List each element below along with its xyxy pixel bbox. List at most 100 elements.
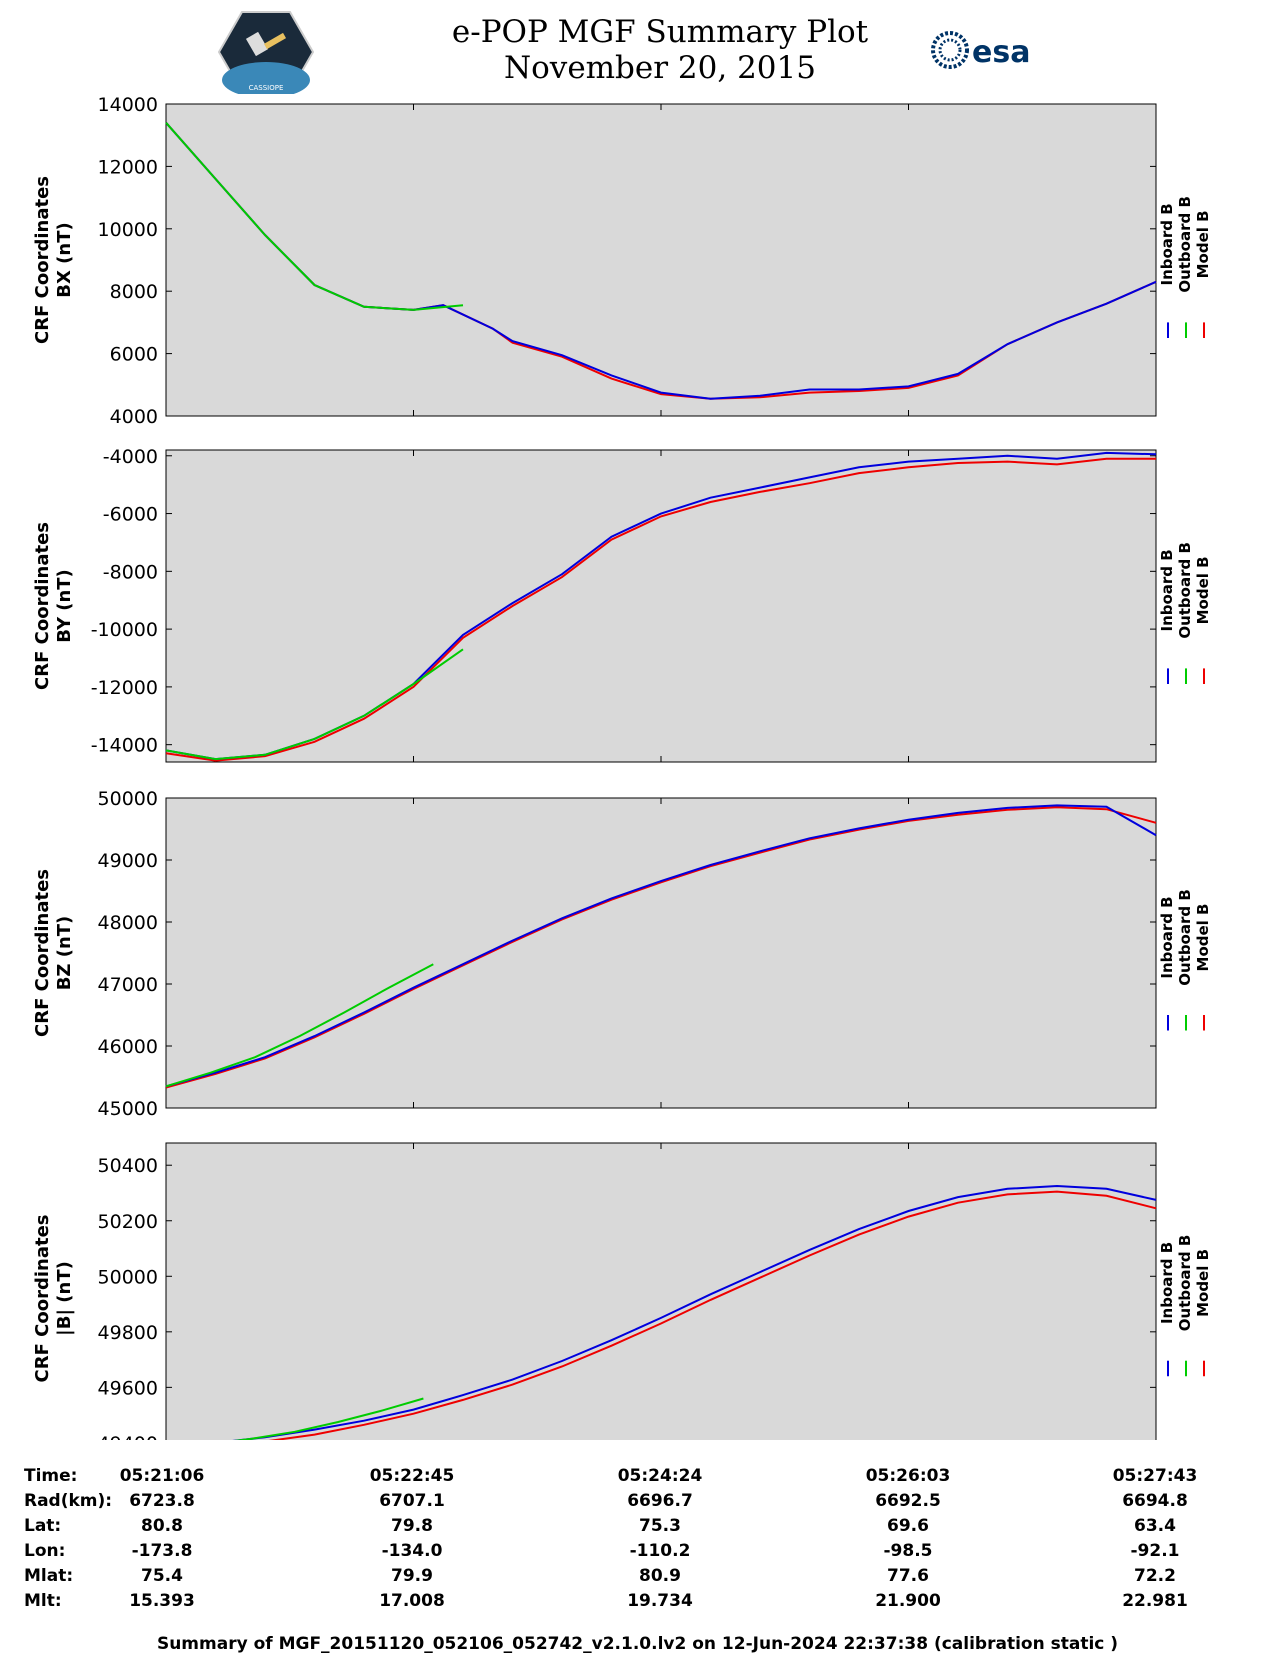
info-value: 15.393	[129, 1591, 195, 1611]
info-value: 17.008	[379, 1591, 445, 1611]
plot-area-1	[165, 103, 1157, 417]
page-subtitle-date: November 20, 2015	[504, 50, 816, 86]
legend-label: Inboard B	[1158, 549, 1176, 631]
info-value: 6692.5	[875, 1491, 941, 1511]
info-label-lat: Lat:	[24, 1516, 62, 1536]
legend-label: Model B	[1194, 904, 1212, 972]
legend-label: Outboard B	[1176, 889, 1194, 986]
series-outboard-b	[165, 648, 464, 761]
info-value: -98.5	[883, 1541, 933, 1561]
ytick-label: 12000	[98, 156, 158, 178]
info-value: 6696.7	[627, 1491, 693, 1511]
info-value: 79.8	[391, 1516, 433, 1536]
info-label-rad: Rad(km):	[24, 1491, 113, 1511]
ylabel-line2: |B| (nT)	[54, 1261, 75, 1336]
info-value: 6707.1	[379, 1491, 445, 1511]
series-outboard-b	[234, 1397, 424, 1440]
plot-area-3	[165, 797, 1157, 1109]
ytick-label: -8000	[103, 561, 158, 583]
ytick-label: 6000	[110, 344, 158, 366]
legend-label: Model B	[1194, 556, 1212, 624]
info-value: 19.734	[627, 1591, 693, 1611]
info-value: 05:27:43	[1112, 1466, 1198, 1486]
series-model-b	[165, 457, 1156, 762]
ytick-label: 49000	[98, 850, 158, 872]
series-model-b	[268, 1190, 1157, 1440]
ytick-label: 8000	[110, 281, 158, 303]
info-value: -92.1	[1130, 1541, 1180, 1561]
info-label-mlt: Mlt:	[24, 1591, 62, 1611]
series-outboard-b	[165, 963, 434, 1088]
ytick-label: 49800	[98, 1322, 158, 1344]
info-value: -134.0	[381, 1541, 443, 1561]
info-value: 63.4	[1134, 1516, 1176, 1536]
series-inboard-b	[165, 804, 1157, 1088]
ylabel-line2: BX (nT)	[54, 222, 75, 297]
info-value: 21.900	[875, 1591, 941, 1611]
series-outboard-b	[165, 122, 464, 311]
esa-logo: esa	[931, 31, 1030, 70]
info-value: 6723.8	[129, 1491, 195, 1511]
ytick-label: 10000	[98, 219, 158, 241]
ytick-label: 49600	[98, 1377, 158, 1399]
info-value: 05:22:45	[369, 1466, 455, 1486]
svg-text:esa: esa	[972, 35, 1030, 70]
ytick-label: 50400	[98, 1155, 158, 1177]
ytick-label: 50200	[98, 1211, 158, 1233]
legend-label: Outboard B	[1176, 1235, 1194, 1332]
info-value: 79.9	[391, 1566, 433, 1586]
ylabel-line2: BZ (nT)	[54, 916, 75, 991]
info-value: 6694.8	[1122, 1491, 1188, 1511]
info-value: 77.6	[887, 1566, 929, 1586]
info-label-lon: Lon:	[24, 1541, 66, 1561]
legend-label: Model B	[1194, 210, 1212, 278]
info-value: 05:24:24	[617, 1466, 703, 1486]
ytick-label: 50000	[98, 788, 158, 810]
ytick-label: -12000	[91, 677, 158, 699]
info-value: -110.2	[629, 1541, 691, 1561]
legend-label: Outboard B	[1176, 196, 1194, 293]
svg-text:CASSIOPE: CASSIOPE	[249, 84, 284, 92]
info-value: 72.2	[1134, 1566, 1176, 1586]
info-value: 22.981	[1122, 1591, 1188, 1611]
ylabel-line1: CRF Coordinates	[32, 1215, 53, 1383]
legend-label: Model B	[1194, 1249, 1212, 1317]
series-model-b	[165, 806, 1157, 1089]
ytick-label: -10000	[91, 619, 158, 641]
ytick-label: 47000	[98, 974, 158, 996]
cassiope-logo: CASSIOPE	[218, 11, 314, 94]
info-label-mlat: Mlat:	[24, 1566, 74, 1586]
ytick-label: 14000	[98, 94, 158, 116]
info-value: 69.6	[887, 1516, 929, 1536]
legend-label: Inboard B	[1158, 203, 1176, 285]
ylabel-line1: CRF Coordinates	[32, 869, 53, 1037]
plot-area-2	[165, 449, 1157, 763]
info-value: 75.4	[141, 1566, 183, 1586]
ytick-label: 45000	[98, 1098, 158, 1120]
ylabel-line2: BY (nT)	[54, 569, 75, 643]
ytick-label: -4000	[103, 446, 158, 468]
ylabel-line1: CRF Coordinates	[32, 176, 53, 344]
info-value: 05:21:06	[119, 1466, 205, 1486]
info-value: 05:26:03	[865, 1466, 951, 1486]
charts-canvas: 14000 12000 10000 8000 6000 4000 CRF Coordinat…	[32, 94, 1212, 1440]
info-value: 75.3	[639, 1516, 681, 1536]
series-inboard-b	[232, 1184, 1157, 1440]
ytick-label: 4000	[110, 406, 158, 428]
ytick-label: 50000	[98, 1266, 158, 1288]
footer-caption: Summary of MGF_20151120_052106_052742_v2…	[156, 1634, 1119, 1654]
ytick-label: -14000	[91, 735, 158, 757]
page-title: e-POP MGF Summary Plot	[451, 14, 869, 50]
info-value: 80.9	[639, 1566, 681, 1586]
plot-area-4	[165, 1142, 1157, 1440]
ytick-label: 49400	[98, 1433, 158, 1440]
legend-label: Outboard B	[1176, 542, 1194, 639]
ytick-label: 48000	[98, 912, 158, 934]
legend-label: Inboard B	[1158, 896, 1176, 978]
ytick-label: 46000	[98, 1036, 158, 1058]
info-label-time: Time:	[24, 1466, 78, 1486]
info-value: -173.8	[131, 1541, 193, 1561]
ytick-label: -6000	[103, 504, 158, 526]
ylabel-line1: CRF Coordinates	[32, 522, 53, 690]
info-value: 80.8	[141, 1516, 183, 1536]
